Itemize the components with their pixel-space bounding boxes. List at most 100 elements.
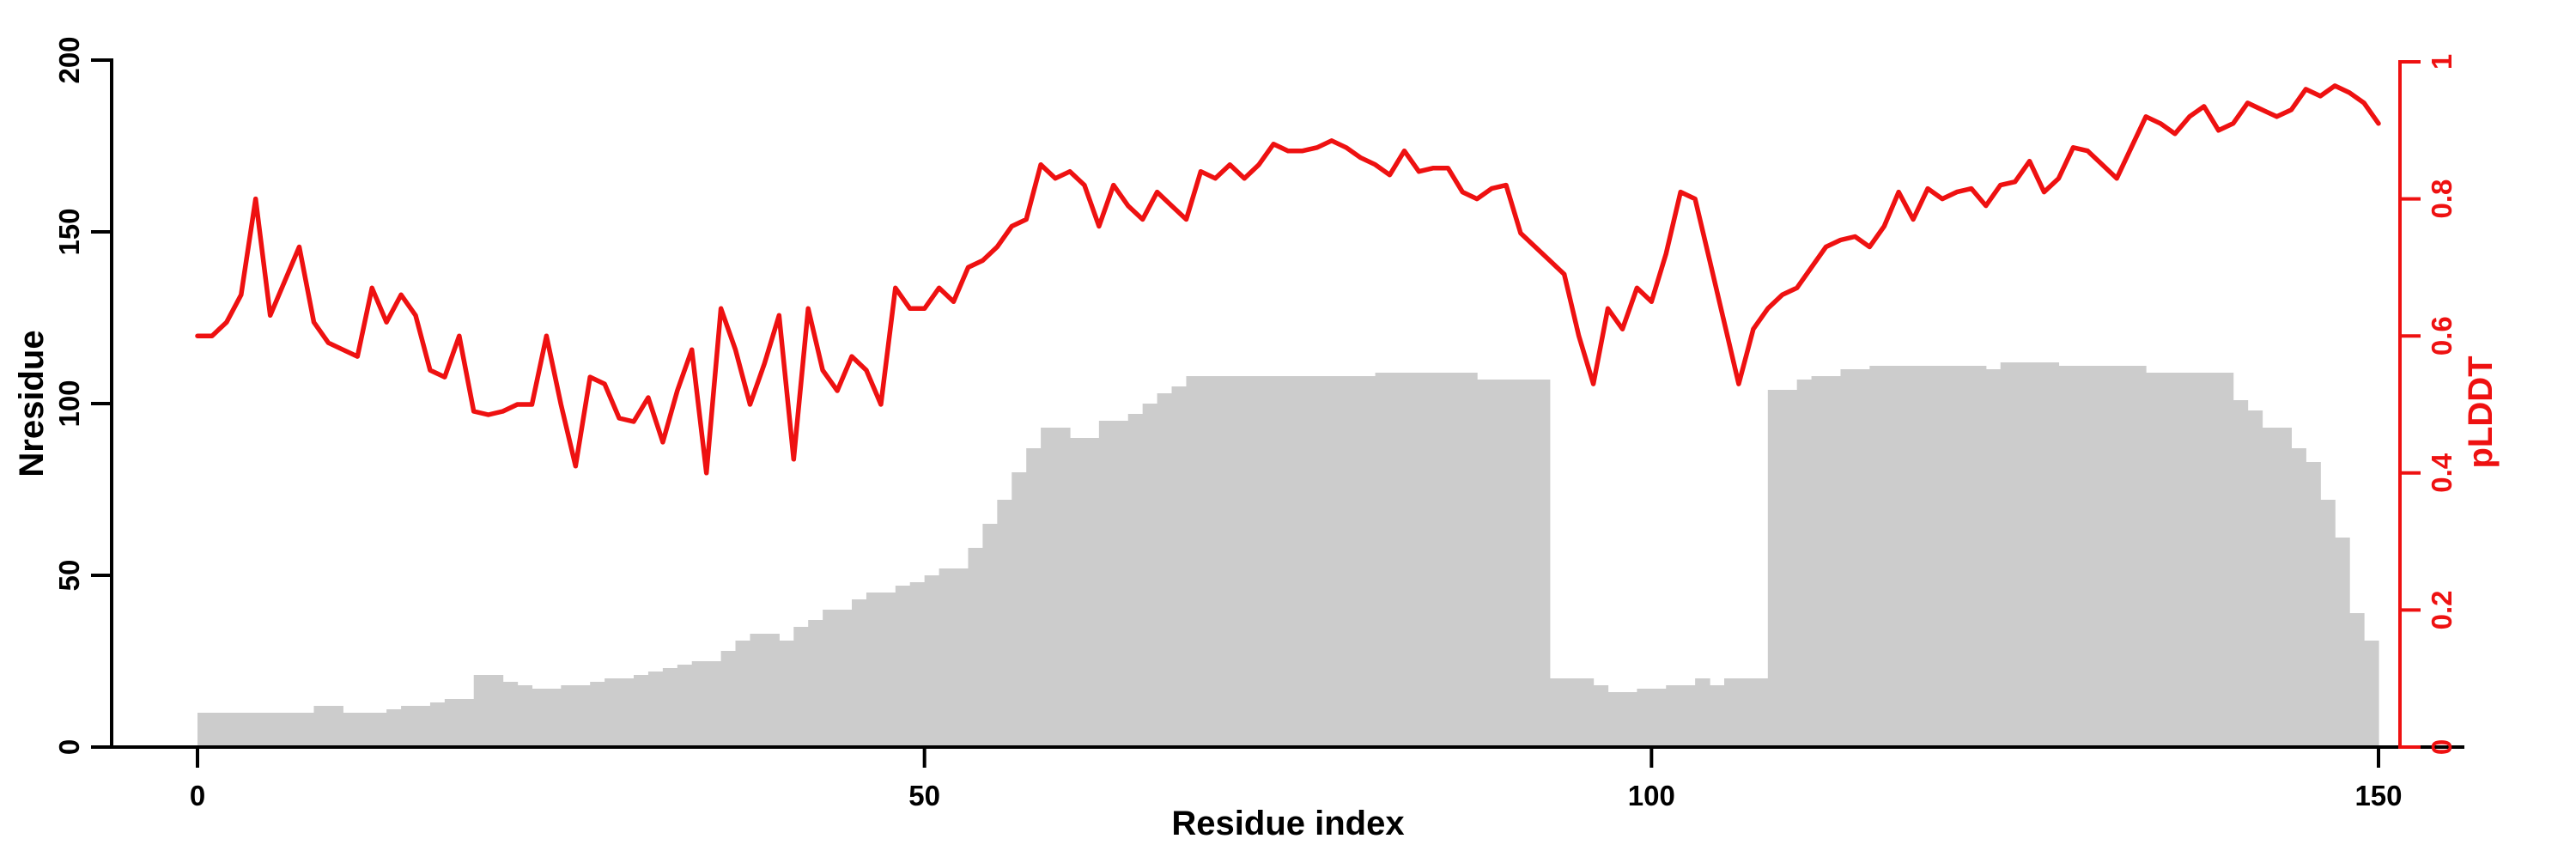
y-right-tick-label: 0.8 <box>2426 179 2458 219</box>
bar <box>634 675 649 747</box>
bar <box>1680 685 1696 747</box>
bar <box>1593 685 1609 747</box>
plddt-polyline <box>195 83 2381 476</box>
bar <box>1855 369 1870 747</box>
bar <box>1651 689 1667 747</box>
axes: 0 50 100 150 0 50 100 150 200 0 0.2 0.4 0.6 0.8 1 <box>53 36 2464 811</box>
bar <box>2174 373 2190 747</box>
bar <box>1724 678 1740 747</box>
x-tick-label: 150 <box>2354 780 2402 811</box>
bar <box>1012 472 1027 747</box>
bar <box>1113 421 1129 747</box>
bar <box>2014 362 2031 747</box>
bar <box>1782 390 1798 747</box>
bar <box>1230 376 1245 747</box>
bar <box>226 713 242 747</box>
bar <box>2189 373 2205 747</box>
bar <box>473 675 489 747</box>
bar <box>2349 613 2365 747</box>
bar <box>255 713 271 747</box>
bar <box>1273 376 1289 747</box>
bar <box>605 678 620 747</box>
bar <box>1215 376 1230 747</box>
bar <box>1157 393 1173 747</box>
bar <box>1288 376 1303 747</box>
y-right-tick-label: 0.2 <box>2426 590 2458 629</box>
bar <box>2160 373 2176 747</box>
bar <box>1622 692 1637 747</box>
bar <box>1492 380 1507 747</box>
bar <box>1186 376 1201 747</box>
bar <box>2029 362 2045 747</box>
bar <box>1389 373 1406 747</box>
bar <box>924 575 940 747</box>
bar <box>2203 373 2220 747</box>
bar <box>939 568 955 747</box>
x-tick-label: 50 <box>908 780 940 811</box>
bar <box>2335 538 2350 747</box>
bar <box>488 675 504 747</box>
bar <box>2131 366 2147 747</box>
bar <box>1913 366 1929 747</box>
bar <box>502 682 519 747</box>
bar <box>357 713 373 747</box>
bar <box>328 706 343 747</box>
bar <box>1302 376 1318 747</box>
bar <box>416 706 431 747</box>
bar <box>764 634 780 747</box>
bar <box>372 713 387 747</box>
bar <box>561 685 576 747</box>
bar <box>909 582 926 747</box>
y-right-tick-label: 0 <box>2426 739 2458 755</box>
bar <box>1070 438 1085 747</box>
y-right-tick-label: 0.4 <box>2426 453 2458 493</box>
bar <box>662 668 678 747</box>
bar <box>2146 373 2161 747</box>
bar <box>2087 366 2103 747</box>
bar <box>793 627 809 747</box>
bar <box>2291 448 2306 747</box>
bar <box>1404 373 1419 747</box>
bar <box>284 713 301 747</box>
bar <box>1666 685 1681 747</box>
bar <box>1098 421 1115 747</box>
bar <box>343 713 358 747</box>
bar <box>2233 400 2249 747</box>
bar <box>532 689 547 747</box>
y-left-axis-title: Nresidue <box>13 330 51 477</box>
bar <box>1942 366 1958 747</box>
bar <box>1055 428 1071 747</box>
bar <box>2000 362 2016 747</box>
bar <box>1171 386 1188 747</box>
bar <box>1971 366 1987 747</box>
bar <box>1316 376 1333 747</box>
bar <box>1985 369 2002 747</box>
bar <box>1549 678 1565 747</box>
bar <box>1506 380 1522 747</box>
bar <box>852 599 867 747</box>
bar <box>1084 438 1100 747</box>
bar <box>735 641 751 747</box>
bar <box>313 706 329 747</box>
x-axis-title: Residue index <box>1171 805 1404 842</box>
bar <box>823 610 838 747</box>
bar <box>401 706 416 747</box>
bar <box>706 661 722 747</box>
bar <box>1534 380 1551 747</box>
bar <box>386 709 402 747</box>
bar <box>2364 641 2379 747</box>
bar <box>2102 366 2117 747</box>
bar <box>982 524 998 747</box>
y-left-tick-label: 100 <box>53 380 85 427</box>
y-left-tick-label: 200 <box>53 36 85 83</box>
bar <box>880 593 896 747</box>
bar <box>1710 685 1725 747</box>
bar <box>2306 462 2321 747</box>
bar <box>866 593 882 747</box>
bar <box>1244 376 1260 747</box>
bar <box>1884 366 1899 747</box>
bar <box>2320 500 2336 747</box>
y-left-tick-label: 150 <box>53 208 85 255</box>
